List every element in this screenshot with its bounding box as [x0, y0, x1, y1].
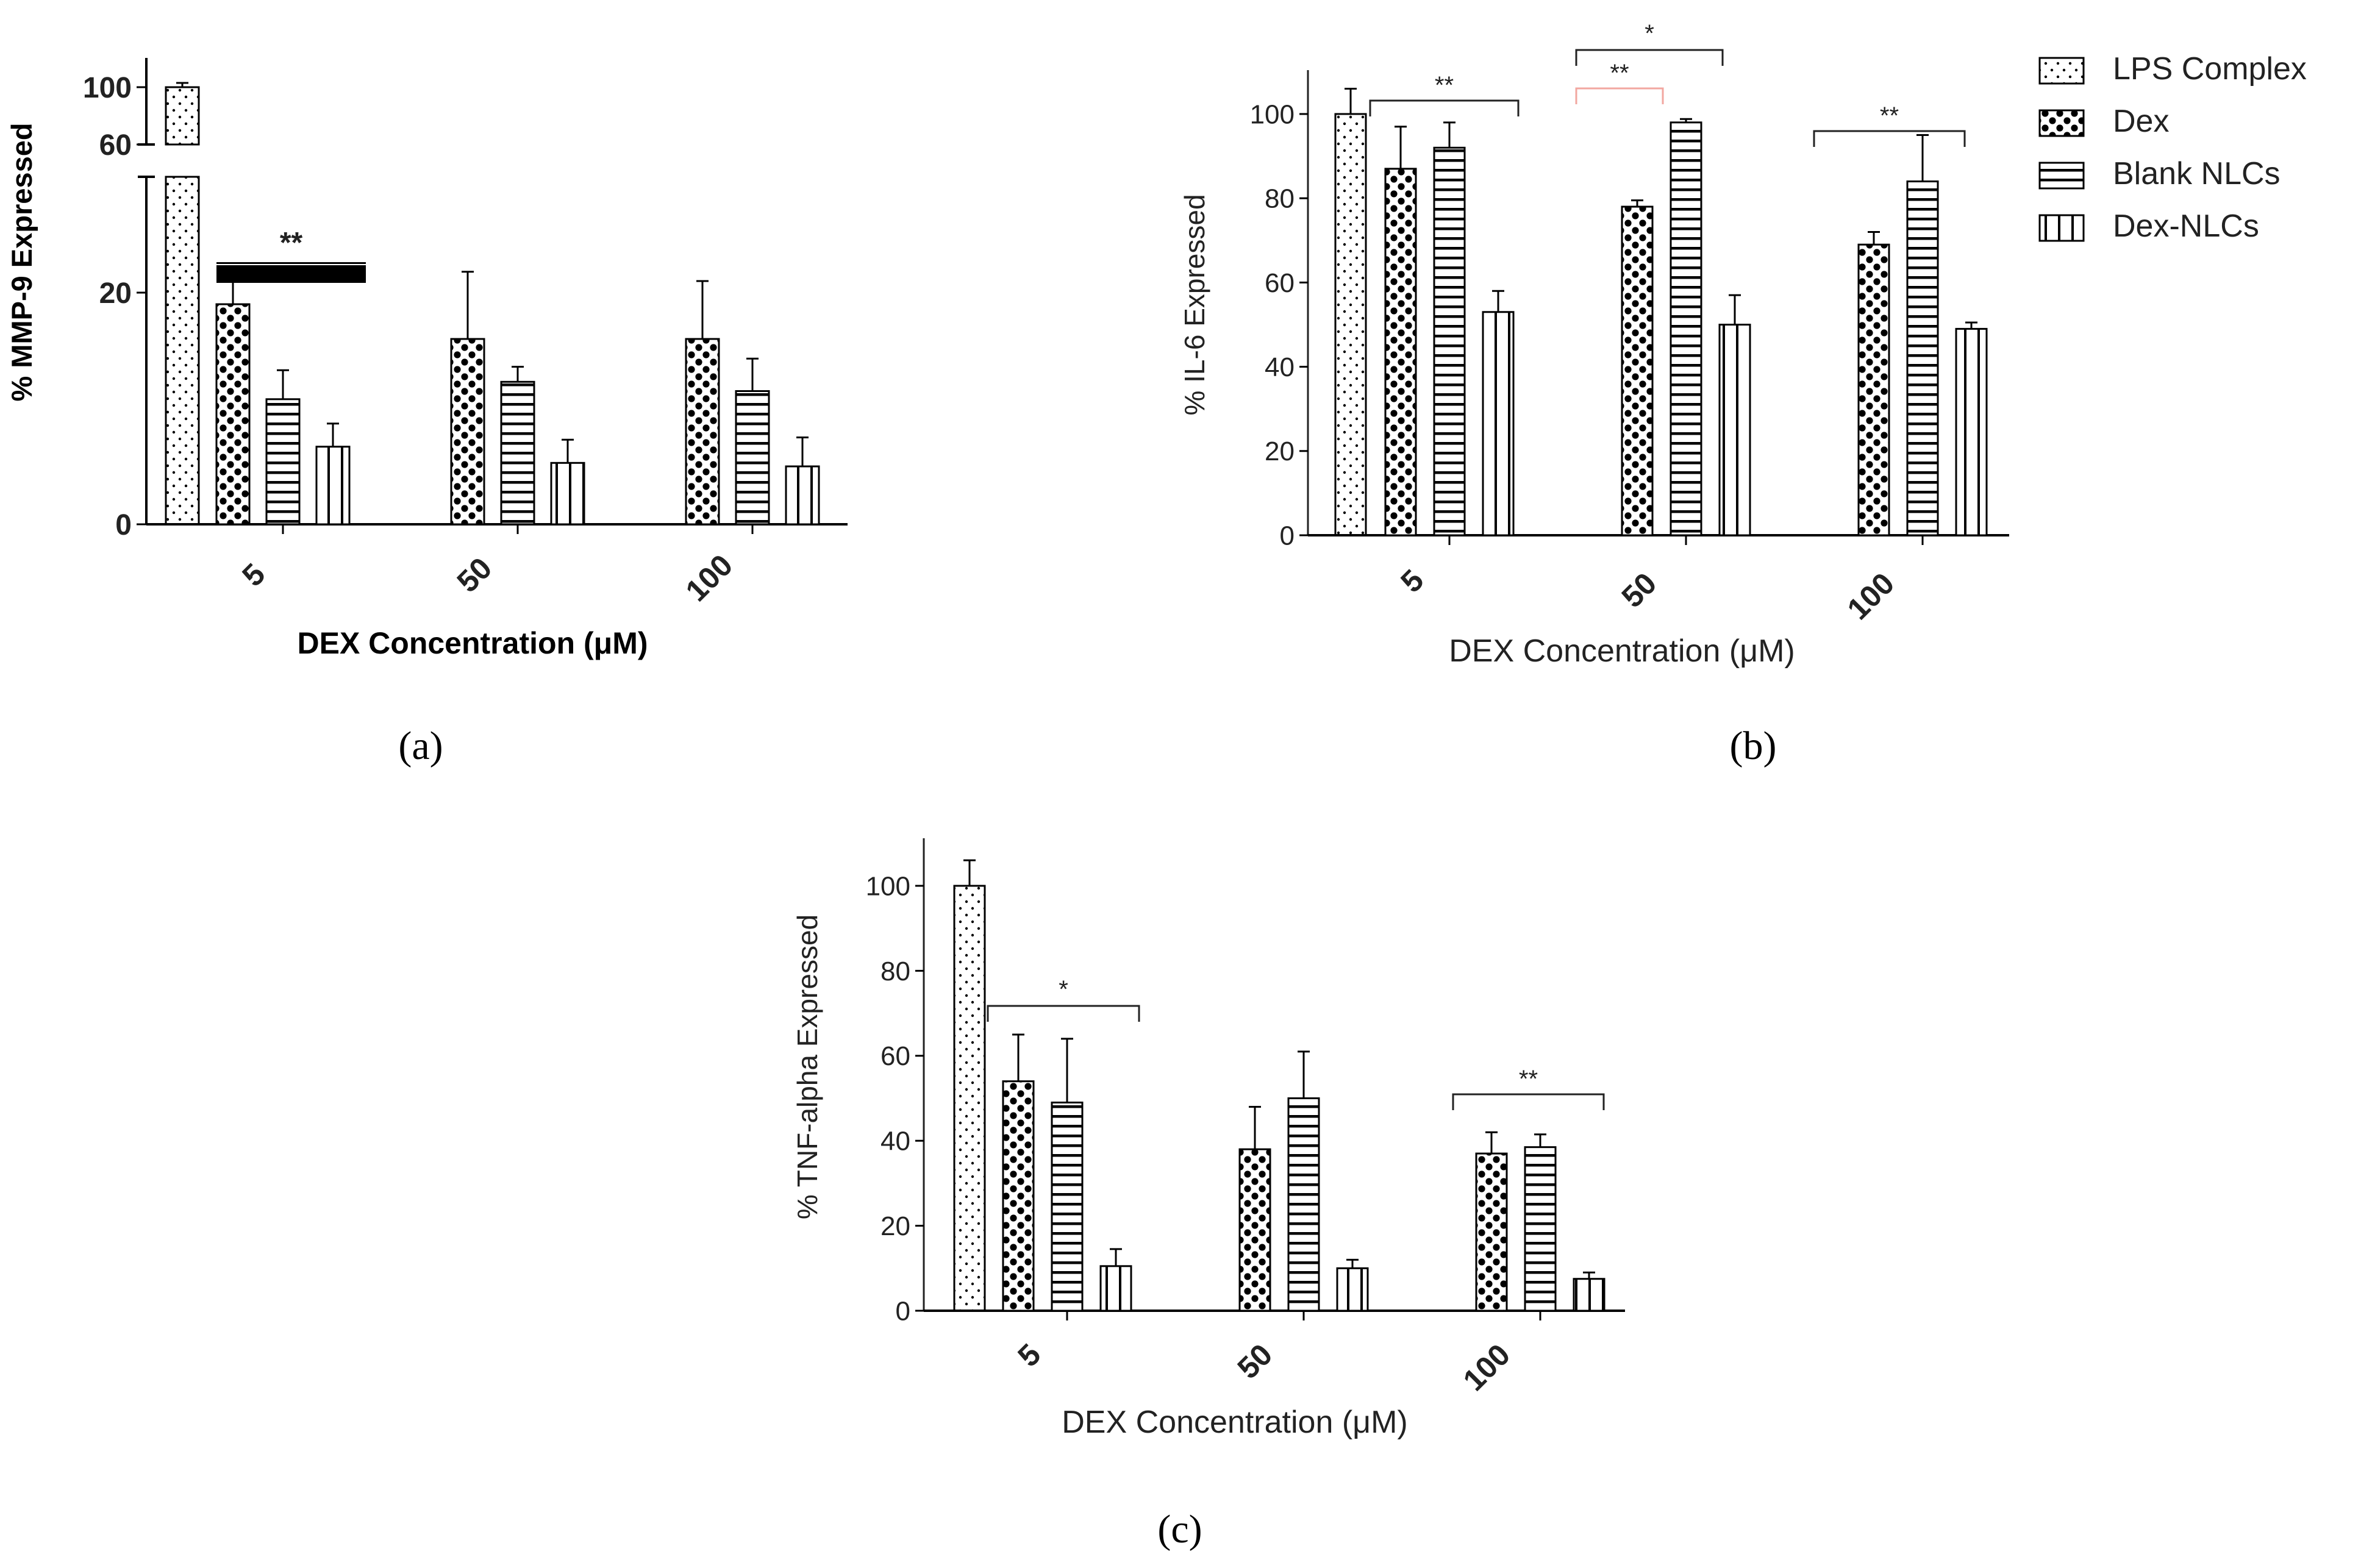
- significance-bracket: [1452, 1093, 1605, 1110]
- significance-label: **: [280, 227, 303, 259]
- significance-bracket: [1575, 49, 1724, 66]
- significance-label: **: [1880, 102, 1899, 129]
- bar: [735, 390, 770, 526]
- legend: LPS Complex Dex Blank NLCs Dex-NLCs: [2038, 51, 2307, 244]
- chart-panel-b: % IL-6 Expressed DEX Concentration (μM) …: [1179, 20, 2307, 768]
- bar: [785, 465, 820, 526]
- legend-swatch: [2038, 57, 2085, 85]
- x-tick-label: 100: [1457, 1338, 1517, 1398]
- legend-entry: Dex: [2113, 104, 2169, 139]
- legend-swatch: [2038, 109, 2085, 137]
- bar: [1482, 311, 1515, 536]
- significance-bar: [216, 262, 366, 283]
- x-tick-label: 50: [451, 551, 499, 599]
- y-tick-label: 100: [83, 72, 132, 104]
- x-tick-label: 50: [1231, 1338, 1279, 1386]
- bar: [1906, 180, 1939, 536]
- x-axis-label: DEX Concentration (μM): [1062, 1405, 1407, 1440]
- significance-bracket: [1813, 130, 1966, 147]
- significance-bracket: [987, 1005, 1140, 1022]
- y-tick-label: 80: [880, 957, 910, 986]
- y-tick-label: 60: [880, 1041, 910, 1071]
- bar: [953, 885, 986, 1312]
- y-tick-label: 20: [1265, 437, 1295, 466]
- bar: [1334, 113, 1367, 536]
- y-tick-label: 100: [866, 871, 910, 901]
- bar: [1524, 1146, 1557, 1312]
- significance-bracket: [1575, 87, 1664, 104]
- bar: [550, 461, 585, 526]
- chart-panel-a: % MMP-9 Expressed DEX Concentration (μM)…: [5, 58, 848, 768]
- x-tick-label: 100: [1841, 566, 1901, 627]
- x-axis-label: DEX Concentration (μM): [297, 626, 648, 660]
- bar: [1238, 1148, 1271, 1312]
- y-tick-label: 0: [896, 1296, 910, 1326]
- significance-label: *: [1059, 976, 1068, 1003]
- bar: [1051, 1101, 1084, 1312]
- bar: [1670, 121, 1702, 536]
- legend-entry: Dex-NLCs: [2113, 208, 2259, 244]
- y-tick-label: 20: [880, 1211, 910, 1241]
- y-tick-label: 0: [115, 509, 132, 541]
- bar-lps-complex-upper: [165, 86, 200, 146]
- bar: [685, 338, 720, 526]
- bar: [1475, 1152, 1508, 1312]
- y-tick-label: 40: [880, 1127, 910, 1156]
- y-tick-label: 100: [1250, 99, 1295, 129]
- y-axis-label: % IL-6 Expressed: [1179, 194, 1210, 415]
- bar: [1287, 1097, 1320, 1312]
- bar: [450, 338, 485, 526]
- x-tick-label: 5: [1394, 563, 1430, 599]
- bar: [1336, 1267, 1369, 1312]
- significance-bracket: [1369, 99, 1520, 116]
- y-axis-label: % TNF-alpha Expressed: [791, 914, 823, 1219]
- chart-panel-c: % TNF-alpha Expressed DEX Concentration …: [791, 838, 1625, 1552]
- y-tick-label: 60: [99, 129, 132, 162]
- legend-entry: Blank NLCs: [2113, 156, 2281, 191]
- panel-label-b: (b): [1730, 724, 1777, 768]
- y-tick-label: 0: [1280, 521, 1295, 551]
- y-axis-label: % MMP-9 Expressed: [5, 123, 38, 401]
- bar: [265, 398, 301, 526]
- bar: [215, 303, 251, 526]
- y-tick-label: 20: [99, 277, 132, 310]
- bar: [1573, 1278, 1606, 1312]
- x-axis-label: DEX Concentration (μM): [1449, 633, 1795, 669]
- bar: [1621, 205, 1654, 536]
- legend-swatch: [2038, 214, 2085, 242]
- x-tick-label: 5: [235, 557, 271, 593]
- panel-label-c: (c): [1157, 1507, 1202, 1552]
- bar: [1433, 146, 1466, 536]
- x-tick-label: 100: [679, 548, 740, 608]
- legend-swatch: [2038, 162, 2085, 190]
- panel-label-a: (a): [398, 724, 443, 768]
- bar: [315, 446, 351, 526]
- x-tick-label: 50: [1615, 566, 1663, 615]
- significance-label: **: [1519, 1066, 1538, 1092]
- bar: [500, 380, 535, 526]
- significance-label: **: [1435, 72, 1454, 99]
- x-tick-label: 5: [1011, 1337, 1047, 1373]
- bar: [1857, 243, 1890, 536]
- bar: [1384, 168, 1417, 536]
- bar: [1718, 324, 1751, 536]
- bar-lps-complex-lower: [165, 176, 200, 526]
- y-tick-label: 60: [1265, 268, 1295, 298]
- y-tick-label: 40: [1265, 352, 1295, 382]
- bar: [1955, 327, 1988, 536]
- legend-entry: LPS Complex: [2113, 51, 2307, 87]
- significance-label: **: [1610, 60, 1629, 87]
- significance-label: *: [1645, 20, 1654, 47]
- bar: [1002, 1080, 1035, 1312]
- y-tick-label: 80: [1265, 184, 1295, 214]
- bar: [1099, 1265, 1132, 1312]
